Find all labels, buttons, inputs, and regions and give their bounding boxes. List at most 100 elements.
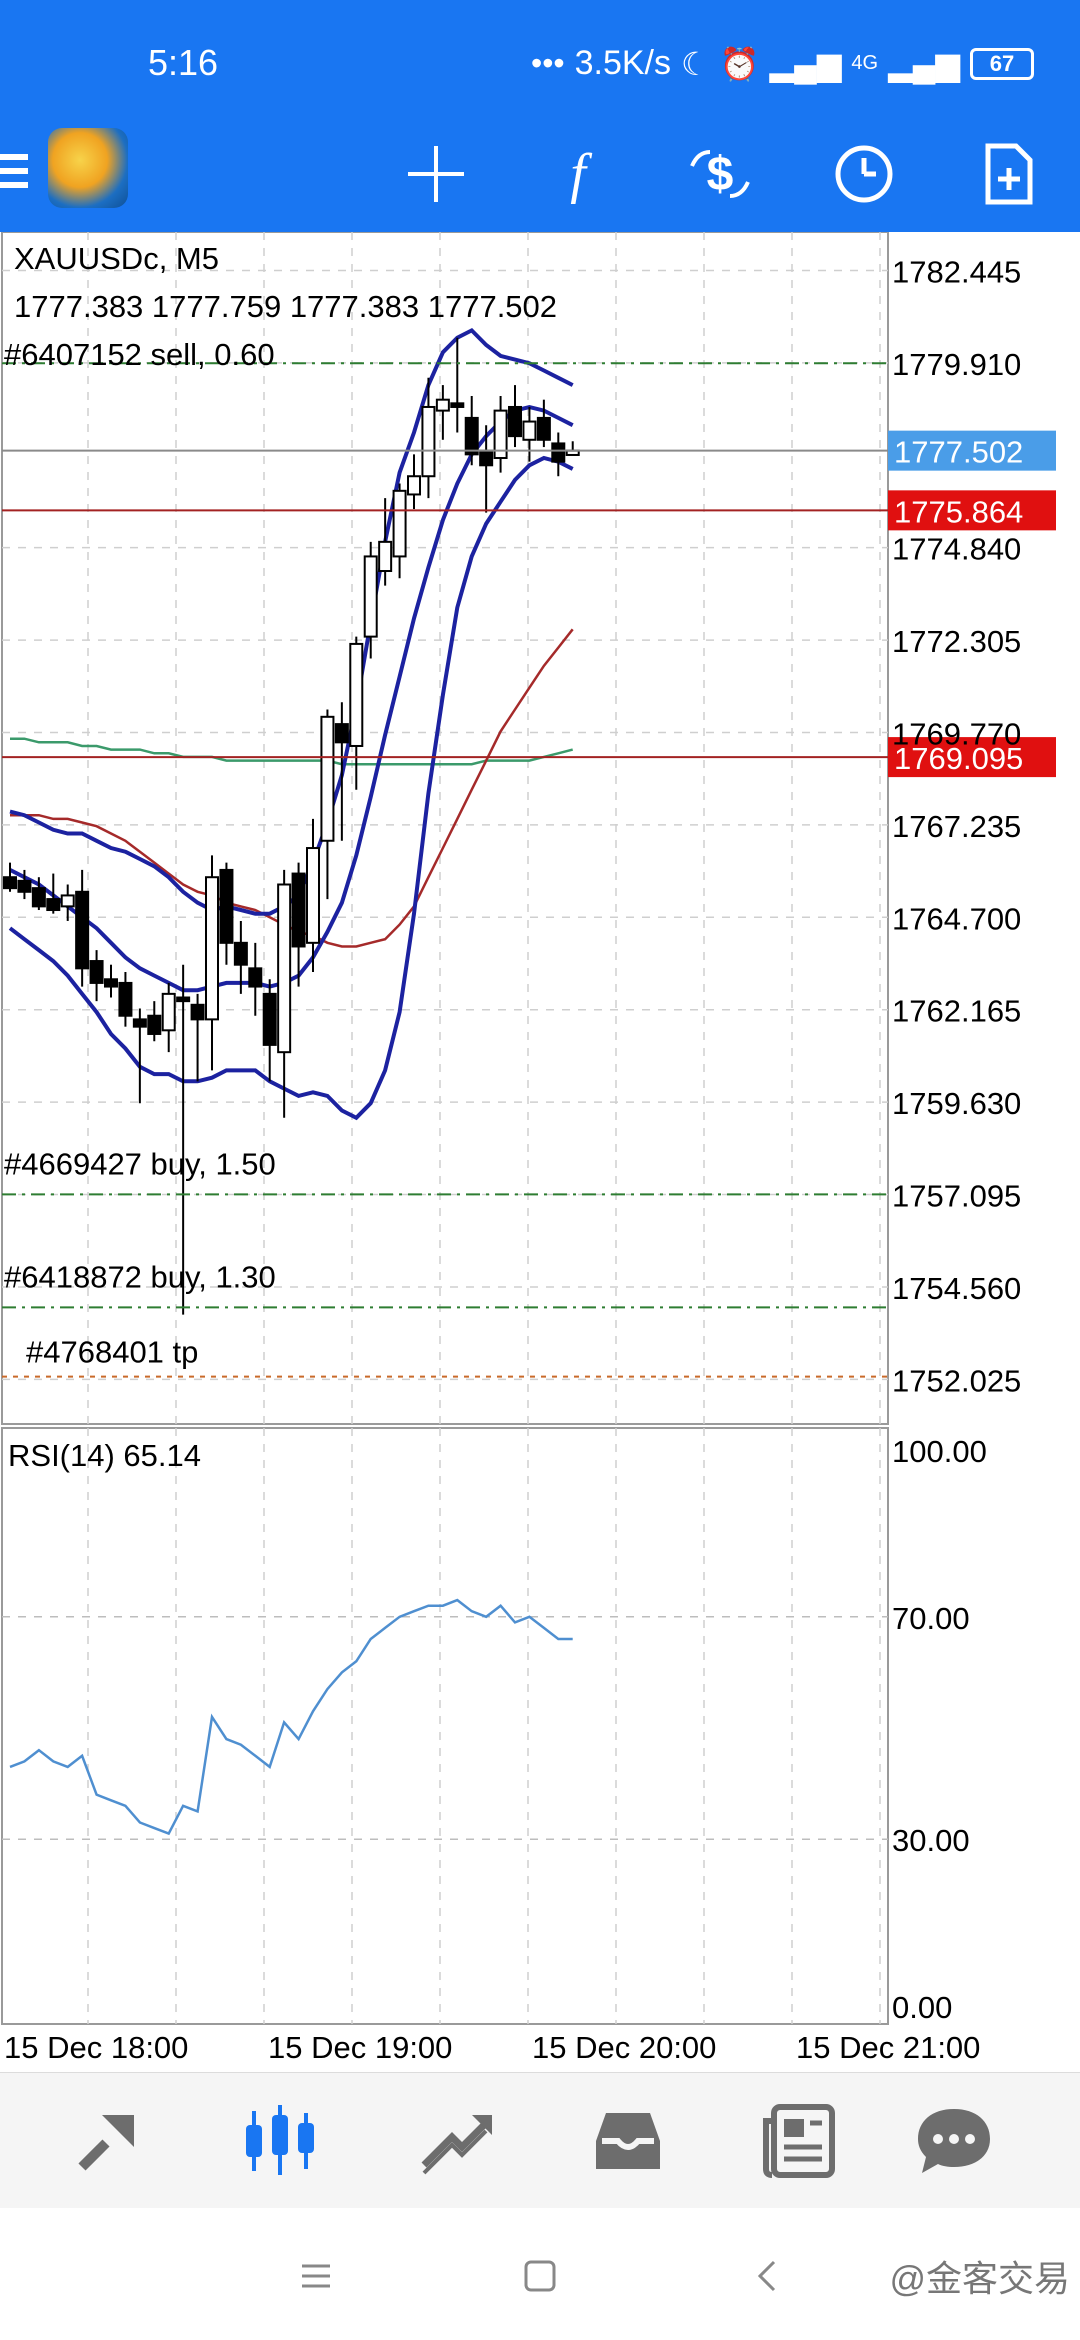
candle-body bbox=[407, 475, 422, 496]
signal-icon-2: ▂▄▆ bbox=[888, 45, 960, 82]
bollinger-upper-line bbox=[9, 327, 574, 916]
candle-body bbox=[306, 847, 321, 944]
candle-body bbox=[118, 981, 133, 1017]
candle-body bbox=[536, 416, 551, 441]
rsi-tick-label: 0.00 bbox=[892, 1990, 952, 2025]
chart-toolbar: f $ bbox=[0, 120, 1080, 232]
candle-body bbox=[3, 876, 17, 890]
system-navigation: @金客交易 bbox=[0, 2208, 1080, 2340]
candle-body bbox=[219, 868, 234, 944]
network-type: 4G bbox=[851, 52, 879, 74]
time-tick-label: 15 Dec 20:00 bbox=[532, 2030, 716, 2062]
candle-body bbox=[17, 879, 32, 893]
back-chevron-icon[interactable] bbox=[738, 2246, 798, 2306]
candle-body bbox=[508, 405, 523, 438]
signal-icon: ▂▄▆ bbox=[769, 45, 842, 82]
candle-body bbox=[205, 876, 220, 1021]
current-price-value: 1777.502 bbox=[894, 435, 1023, 470]
rsi-tick-label: 70.00 bbox=[892, 1601, 970, 1636]
red-level-2-tag bbox=[888, 737, 1056, 778]
dollar-sign-icon[interactable]: $ bbox=[678, 132, 762, 216]
candle-body bbox=[378, 540, 393, 573]
red-level-1-tag bbox=[888, 490, 1056, 531]
ma-red-line bbox=[10, 628, 574, 948]
rsi-tick-label: 30.00 bbox=[892, 1823, 970, 1858]
dots-icon: ••• bbox=[531, 45, 565, 81]
candle-body bbox=[161, 992, 176, 1032]
candle-body bbox=[89, 960, 104, 984]
price-tick-label: 1782.445 bbox=[892, 254, 1021, 289]
chart-area[interactable]: #6407152 sell, 0.60 #4669427 buy, 1.50 #64… bbox=[0, 231, 1080, 2065]
bollinger-lower-line bbox=[8, 455, 574, 1121]
price-tick-label: 1759.630 bbox=[892, 1086, 1021, 1121]
messages-icon[interactable] bbox=[906, 2093, 1002, 2189]
moon-icon: ☾ bbox=[681, 45, 710, 82]
new-document-icon[interactable] bbox=[966, 132, 1050, 216]
function-label: f bbox=[570, 143, 586, 205]
battery-icon: 67 bbox=[970, 47, 1034, 80]
crosshair-icon[interactable] bbox=[394, 132, 478, 216]
order-label-buy2: #6418872 buy, 1.30 bbox=[4, 1259, 276, 1294]
order-label-buy1: #4669427 buy, 1.50 bbox=[4, 1146, 276, 1181]
candle-body bbox=[233, 941, 248, 966]
bottom-navigation bbox=[0, 2072, 1080, 2209]
home-square-icon[interactable] bbox=[510, 2246, 570, 2306]
candle-body bbox=[190, 1003, 205, 1021]
candle-body bbox=[522, 420, 537, 441]
watermark: @金客交易 bbox=[889, 2258, 1070, 2299]
candle-body bbox=[46, 898, 61, 912]
candle-body bbox=[320, 715, 335, 842]
candle-body bbox=[450, 402, 465, 408]
candle-body bbox=[132, 1018, 147, 1028]
candle-body bbox=[176, 996, 191, 1003]
clock-icon[interactable] bbox=[822, 132, 906, 216]
time-tick-label: 15 Dec 19:00 bbox=[268, 2030, 452, 2062]
price-tick-label: 1774.840 bbox=[892, 532, 1021, 567]
price-tick-label: 1762.165 bbox=[892, 994, 1021, 1029]
menu-lines-icon[interactable] bbox=[286, 2246, 346, 2306]
candle-body bbox=[31, 887, 46, 908]
status-icons: ••• 3.5K/s ☾ ⏰ ▂▄▆ 4G ▂▄▆ 67 bbox=[531, 44, 1034, 83]
candle-body bbox=[291, 872, 306, 948]
candle-body bbox=[435, 398, 450, 412]
candle-body bbox=[464, 416, 479, 456]
candle-body bbox=[551, 442, 566, 463]
ma-green-line bbox=[10, 737, 574, 766]
candle-body bbox=[277, 883, 292, 1054]
menu-icon[interactable] bbox=[0, 146, 28, 206]
price-tick-label: 1764.700 bbox=[892, 901, 1021, 936]
time-tick-label: 15 Dec 21:00 bbox=[796, 2030, 980, 2062]
price-tick-label: 1757.095 bbox=[892, 1179, 1021, 1214]
order-label-tp: #4768401 tp bbox=[26, 1335, 198, 1370]
function-icon[interactable]: f bbox=[536, 132, 620, 216]
history-icon[interactable] bbox=[580, 2093, 676, 2189]
candle-body bbox=[104, 978, 119, 988]
svg-text:$: $ bbox=[707, 148, 734, 201]
app-logo bbox=[48, 128, 128, 208]
main-plot-frame bbox=[1, 231, 889, 1425]
red-level-2-value: 1769.095 bbox=[894, 741, 1023, 776]
candle-body bbox=[334, 723, 349, 744]
clock-time: 5:16 bbox=[148, 42, 219, 83]
status-bar: 5:16 ••• 3.5K/s ☾ ⏰ ▂▄▆ 4G ▂▄▆ 67 bbox=[0, 0, 1080, 120]
price-tick-label: 1772.305 bbox=[892, 624, 1021, 659]
candle-body bbox=[75, 890, 90, 970]
price-tick-label: 1752.025 bbox=[892, 1363, 1021, 1398]
trade-icon[interactable] bbox=[408, 2093, 504, 2189]
ohlc-values: 1777.383 1777.759 1777.383 1777.502 bbox=[14, 289, 557, 324]
rsi-line bbox=[9, 1598, 573, 1836]
price-tick-label: 1779.910 bbox=[892, 347, 1021, 382]
rsi-plot-frame bbox=[1, 1427, 889, 2025]
candle-body bbox=[493, 409, 508, 460]
chart-svg[interactable]: #6407152 sell, 0.60 #4669427 buy, 1.50 #64… bbox=[0, 231, 1080, 2065]
quotes-icon[interactable] bbox=[60, 2093, 156, 2189]
candle-body bbox=[349, 642, 364, 747]
candle-body bbox=[262, 992, 277, 1046]
chart-icon[interactable] bbox=[232, 2093, 328, 2189]
current-price-tag bbox=[888, 430, 1056, 471]
price-tick-label: 1767.235 bbox=[892, 809, 1021, 844]
candle-body bbox=[147, 1014, 162, 1035]
rsi-label: RSI(14) 65.14 bbox=[8, 1438, 201, 1473]
bollinger-middle-line bbox=[9, 404, 574, 993]
news-icon[interactable] bbox=[752, 2093, 848, 2189]
